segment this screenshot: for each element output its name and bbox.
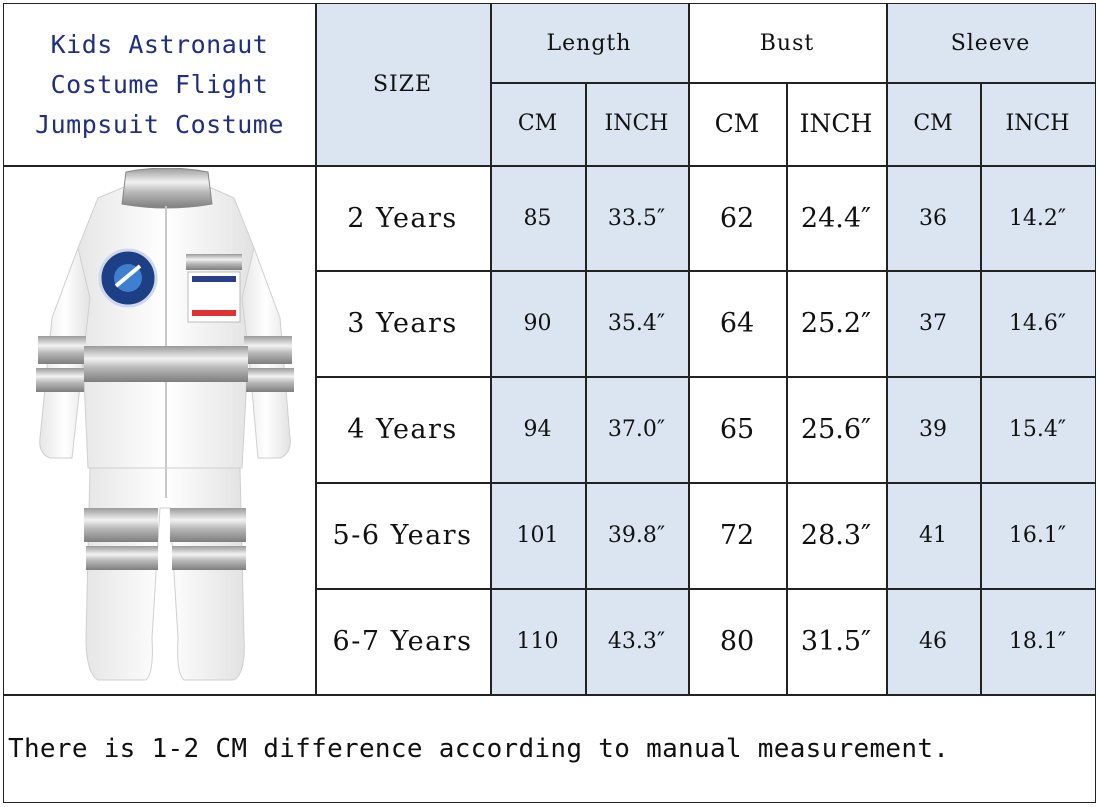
size-cell: 3 Years <box>315 271 490 376</box>
header-length-inch: INCH <box>585 82 688 165</box>
header-bust: Bust <box>688 4 886 82</box>
size-cell: 5-6 Years <box>315 483 490 588</box>
measurement-note: There is 1-2 CM difference according to … <box>8 734 950 764</box>
length-cm-cell: 110 <box>490 589 585 694</box>
sleeve-cm-cell: 41 <box>886 483 980 588</box>
header-bust-cm: CM <box>688 82 786 165</box>
header-length-cm: CM <box>490 82 585 165</box>
bust-cm-cell: 64 <box>688 271 786 376</box>
title-cell: Kids Astronaut Costume Flight Jumpsuit C… <box>4 4 315 165</box>
length-inch-cell: 37.0″ <box>585 377 688 482</box>
bust-inch-cell: 31.5″ <box>786 589 886 694</box>
length-cm-cell: 85 <box>490 166 585 270</box>
bust-cm-cell: 80 <box>688 589 786 694</box>
size-cell: 4 Years <box>315 377 490 482</box>
bust-cm-cell: 72 <box>688 483 786 588</box>
size-chart-table <box>3 3 1096 803</box>
sleeve-cm-cell: 36 <box>886 166 980 270</box>
title-line-1: Kids Astronaut <box>50 29 269 59</box>
header-sleeve-inch: INCH <box>980 82 1095 165</box>
sleeve-inch-cell: 16.1″ <box>980 483 1095 588</box>
sleeve-inch-cell: 15.4″ <box>980 377 1095 482</box>
bust-cm-cell: 65 <box>688 377 786 482</box>
header-length: Length <box>490 4 688 82</box>
header-sleeve: Sleeve <box>886 4 1095 82</box>
length-inch-cell: 43.3″ <box>585 589 688 694</box>
bust-inch-cell: 24.4″ <box>786 166 886 270</box>
sleeve-cm-cell: 46 <box>886 589 980 694</box>
sleeve-cm-cell: 37 <box>886 271 980 376</box>
length-inch-cell: 35.4″ <box>585 271 688 376</box>
title-line-3: Jumpsuit Costume <box>35 109 284 139</box>
length-cm-cell: 90 <box>490 271 585 376</box>
bust-inch-cell: 25.2″ <box>786 271 886 376</box>
length-cm-cell: 101 <box>490 483 585 588</box>
header-size: SIZE <box>315 4 490 165</box>
header-bust-inch: INCH <box>786 82 886 165</box>
size-cell: 2 Years <box>315 166 490 270</box>
bust-inch-cell: 28.3″ <box>786 483 886 588</box>
size-cell: 6-7 Years <box>315 589 490 694</box>
length-inch-cell: 33.5″ <box>585 166 688 270</box>
bust-inch-cell: 25.6″ <box>786 377 886 482</box>
bust-cm-cell: 62 <box>688 166 786 270</box>
length-cm-cell: 94 <box>490 377 585 482</box>
astronaut-jumpsuit-illustration <box>28 167 296 690</box>
length-inch-cell: 39.8″ <box>585 483 688 588</box>
sleeve-inch-cell: 14.2″ <box>980 166 1095 270</box>
header-sleeve-cm: CM <box>886 82 980 165</box>
sleeve-inch-cell: 14.6″ <box>980 271 1095 376</box>
title-line-2: Costume Flight <box>50 69 269 99</box>
sleeve-cm-cell: 39 <box>886 377 980 482</box>
sleeve-inch-cell: 18.1″ <box>980 589 1095 694</box>
